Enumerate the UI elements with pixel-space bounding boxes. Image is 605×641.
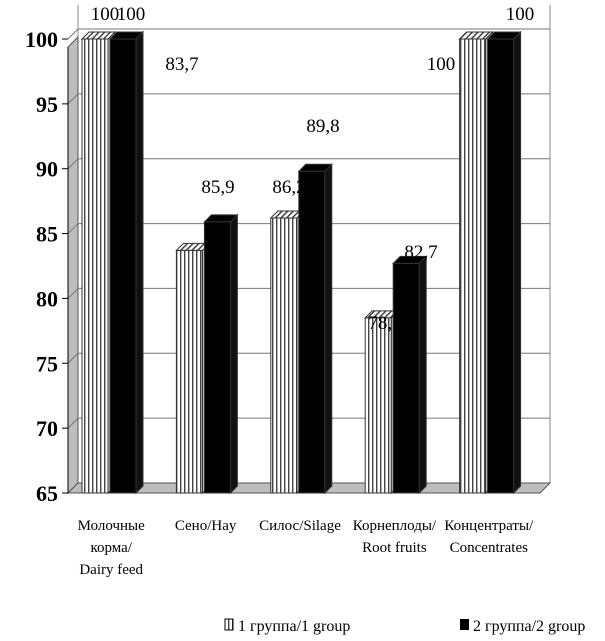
x-category-label: Концентраты/ [444, 518, 534, 534]
legend: 1 группа/1 group 2 группа/2 group [224, 618, 585, 635]
legend-label: 2 группа/2 group [473, 618, 585, 635]
x-category-label: Dairy feed [79, 562, 143, 578]
y-tick-label: 80 [36, 286, 58, 311]
data-label: 86,2 [272, 177, 305, 198]
gridline-side [67, 93, 79, 105]
data-label: 82,7 [404, 242, 437, 263]
bar-front [487, 38, 515, 494]
data-label: 78,5 [368, 313, 401, 334]
bar-front [392, 262, 420, 494]
data-label: 100 [506, 4, 535, 25]
bar-side [418, 255, 427, 495]
y-axis: 100 95 90 85 80 75 70 65 [25, 27, 69, 506]
gridline-side [67, 28, 79, 40]
x-category-label: Корнеплоды/ [353, 518, 437, 534]
bar-front [109, 38, 137, 494]
bar-side [229, 213, 238, 495]
side-wall [67, 35, 79, 495]
bar-front [270, 217, 298, 494]
bar-side [324, 163, 333, 495]
bar-side [135, 30, 144, 495]
x-axis-labels: Молочные корма/Dairy feed Сено/Hay Силос/Si… [78, 518, 534, 578]
bar-front [298, 170, 326, 494]
gridline-side [67, 223, 79, 234]
x-category-label: Concentrates [450, 540, 528, 556]
data-label: 100 [117, 4, 146, 25]
y-tick-label: 75 [36, 351, 58, 376]
data-label: 100 [91, 4, 120, 25]
bar-2-5 [486, 30, 522, 495]
y-tick-label: 65 [36, 481, 58, 506]
x-category-label: Силос/Silage [259, 518, 341, 534]
gridline-side [67, 158, 79, 170]
data-label: 85,9 [201, 177, 234, 198]
bar-2-2 [203, 213, 239, 495]
y-tick-label: 100 [25, 27, 58, 52]
bar-front [175, 249, 203, 494]
data-label: 100 [427, 54, 456, 75]
x-category-label: Молочные [78, 518, 146, 534]
gridline-side [67, 352, 79, 364]
bar-front [459, 38, 487, 494]
legend-swatch [224, 618, 234, 631]
data-label: 89,8 [306, 116, 339, 137]
y-tick-label: 70 [36, 416, 58, 441]
bar-front [364, 317, 392, 494]
bar-2-1 [108, 30, 145, 495]
y-tick-label: 90 [36, 157, 58, 182]
y-tick-label: 95 [36, 92, 58, 117]
x-category-label: Сено/Hay [175, 518, 237, 534]
legend-swatch [460, 619, 469, 630]
bars [80, 30, 522, 495]
y-tick-label: 85 [36, 222, 58, 247]
bar-front [81, 38, 109, 494]
x-category-label: Root fruits [362, 540, 427, 556]
gridline-side [67, 417, 79, 429]
legend-item-1: 1 группа/1 group [224, 618, 350, 635]
data-label: 83,7 [165, 54, 198, 75]
bar-2-3 [297, 163, 334, 495]
legend-item-2: 2 группа/2 group [460, 618, 585, 635]
bar-2-4 [391, 255, 428, 495]
bar-side [513, 30, 522, 495]
bar-front [203, 221, 231, 494]
gridline-side [67, 288, 79, 299]
legend-label: 1 группа/1 group [238, 618, 350, 635]
x-category-label: корма/ [90, 540, 132, 556]
